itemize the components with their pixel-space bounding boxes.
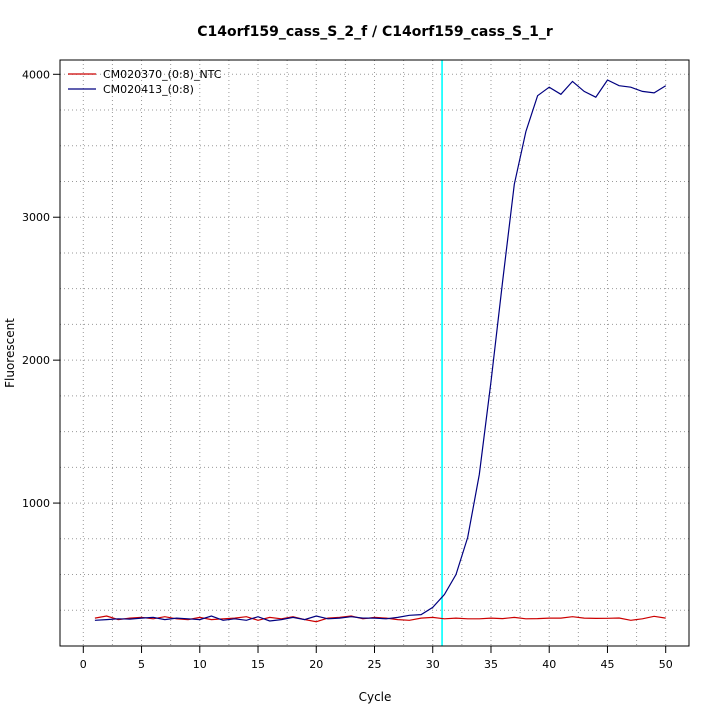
chart-title: C14orf159_cass_S_2_f / C14orf159_cass_S_…: [197, 24, 553, 40]
grid-lines: [60, 60, 689, 646]
y-axis: 1000 2000 3000 4000: [22, 68, 60, 510]
x-axis: 0 5 10 15 20 25 30 35 40 45 50: [80, 646, 673, 671]
x-tick-label: 45: [600, 658, 614, 671]
legend-label-1: CM020370_(0:8)_NTC: [103, 68, 222, 81]
x-tick-label: 0: [80, 658, 87, 671]
x-tick-label: 10: [193, 658, 207, 671]
x-axis-label: Cycle: [359, 690, 392, 704]
y-tick-label: 3000: [22, 211, 50, 224]
series-line-2: [94, 79, 667, 622]
x-tick-label: 35: [484, 658, 498, 671]
legend: CM020370_(0:8)_NTC CM020413_(0:8): [68, 68, 222, 96]
y-tick-label: 2000: [22, 354, 50, 367]
x-tick-label: 30: [426, 658, 440, 671]
y-tick-label: 4000: [22, 68, 50, 81]
x-tick-label: 25: [368, 658, 382, 671]
series-layer: [94, 79, 667, 623]
y-tick-label: 1000: [22, 497, 50, 510]
legend-label-2: CM020413_(0:8): [103, 83, 194, 96]
x-tick-label: 15: [251, 658, 265, 671]
x-tick-label: 5: [138, 658, 145, 671]
y-axis-label: Fluorescent: [3, 318, 17, 388]
x-tick-label: 40: [542, 658, 556, 671]
x-tick-label: 20: [309, 658, 323, 671]
x-tick-label: 50: [659, 658, 673, 671]
